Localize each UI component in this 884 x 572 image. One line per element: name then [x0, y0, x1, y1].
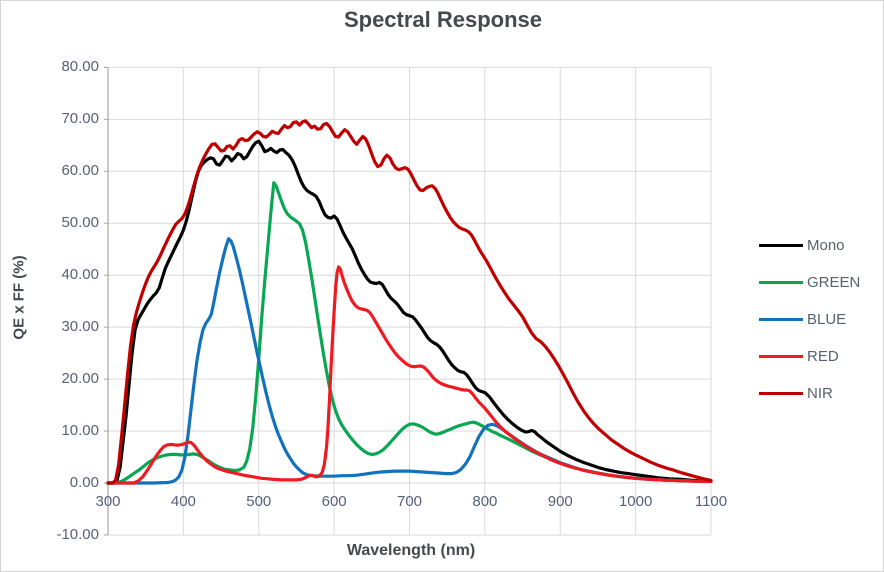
x-tick-label: 500	[246, 493, 272, 510]
x-tick-label: 900	[547, 493, 573, 510]
y-tick-label: 60.00	[61, 162, 99, 180]
y-tick-label: 50.00	[61, 214, 99, 232]
x-tick-label: 300	[95, 493, 121, 510]
y-tick-label: 10.00	[61, 422, 99, 440]
y-tick-label: -10.00	[56, 525, 99, 543]
legend-item-green: GREEN	[759, 264, 879, 301]
legend-line-swatch	[759, 392, 803, 395]
legend-item-mono: Mono	[759, 227, 879, 264]
chart-legend: Mono GREEN BLUE RED NIR	[759, 227, 879, 412]
x-tick-label: 1000	[618, 493, 653, 510]
x-tick-label: 800	[472, 493, 498, 510]
legend-label: NIR	[807, 385, 833, 402]
series-line-nir	[106, 119, 713, 485]
legend-label: Mono	[807, 237, 845, 254]
legend-item-blue: BLUE	[759, 301, 879, 338]
legend-label: RED	[807, 348, 839, 365]
x-tick-label: 400	[170, 493, 196, 510]
y-tick-label: 0.00	[69, 474, 99, 491]
legend-label: GREEN	[807, 274, 861, 291]
x-axis-title: Wavelength (nm)	[346, 542, 476, 559]
legend-line-swatch	[759, 281, 803, 284]
legend-label: BLUE	[807, 311, 847, 328]
legend-line-swatch	[759, 355, 803, 358]
y-tick-label: 20.00	[61, 370, 99, 388]
chart-title: Spectral Response	[343, 7, 543, 32]
legend-line-swatch	[759, 244, 803, 247]
x-tick-label: 600	[321, 493, 347, 510]
series-line-red	[106, 265, 713, 485]
series-line-mono	[106, 139, 713, 485]
y-axis-title: QE x FF (%)	[10, 255, 28, 340]
legend-line-swatch	[759, 318, 803, 321]
y-tick-label: 80.00	[61, 58, 99, 76]
legend-item-red: RED	[759, 338, 879, 375]
x-tick-label: 700	[396, 493, 423, 510]
y-tick-label: 40.00	[61, 266, 99, 284]
y-tick-label: 30.00	[61, 318, 99, 336]
y-tick-label: 70.00	[61, 110, 99, 128]
x-tick-label: 1100	[694, 493, 728, 510]
legend-item-nir: NIR	[759, 375, 879, 412]
